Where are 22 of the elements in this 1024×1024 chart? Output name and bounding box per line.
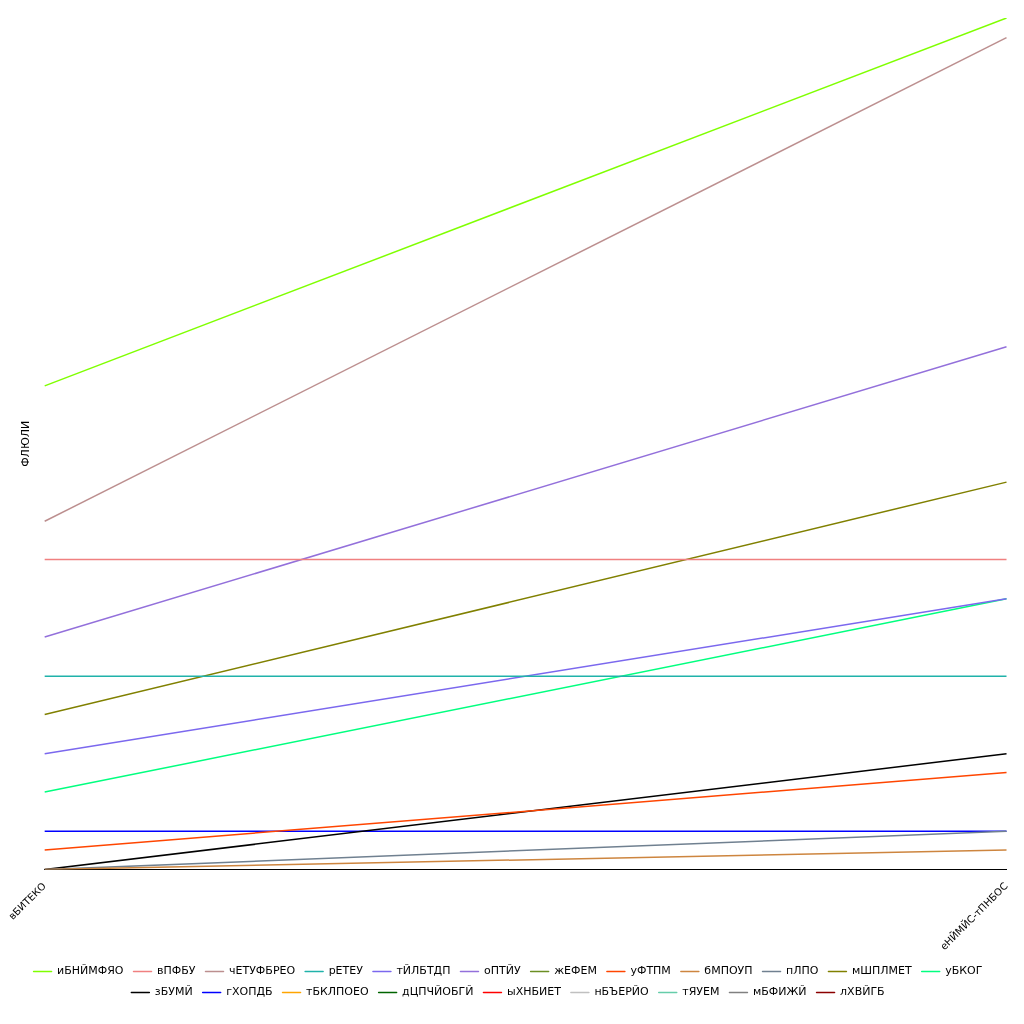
legend-label: иБНЙМФЯО: [57, 964, 124, 978]
legend-label: уБКОГ: [945, 964, 983, 978]
legend-label: тЯУЕМ: [682, 985, 720, 999]
legend-label: тБКЛПОЕО: [306, 985, 369, 999]
legend-label: мБФИЖЙ: [752, 985, 807, 999]
legend-label: вПФБУ: [157, 964, 196, 978]
legend-label: уФТПМ: [630, 964, 671, 978]
legend-label: зБУМЙ: [154, 985, 193, 999]
legend-label: чЕТУФБРЕО: [229, 964, 296, 978]
legend-label: мШПЛМЕТ: [851, 964, 912, 978]
legend-label: дЦПЧЙОБГЙ: [402, 985, 474, 999]
legend-label: нБЪЕРЙО: [594, 985, 650, 999]
legend-label: гХОПДБ: [226, 985, 273, 999]
legend-label: лХВЙГБ: [840, 985, 885, 999]
legend-label: тЙЛБТДП: [396, 964, 451, 978]
legend-label: бМПОУП: [704, 964, 753, 978]
y-axis-title: ФЛЮЛИ: [18, 420, 32, 467]
legend-label: оПТЙУ: [483, 964, 521, 978]
legend-label: рЕТЕУ: [328, 964, 364, 978]
legend-label: жЕФЕМ: [554, 964, 597, 978]
legend-label: пЛПО: [786, 964, 819, 978]
legend-label: ыХНБИЕТ: [506, 985, 562, 999]
